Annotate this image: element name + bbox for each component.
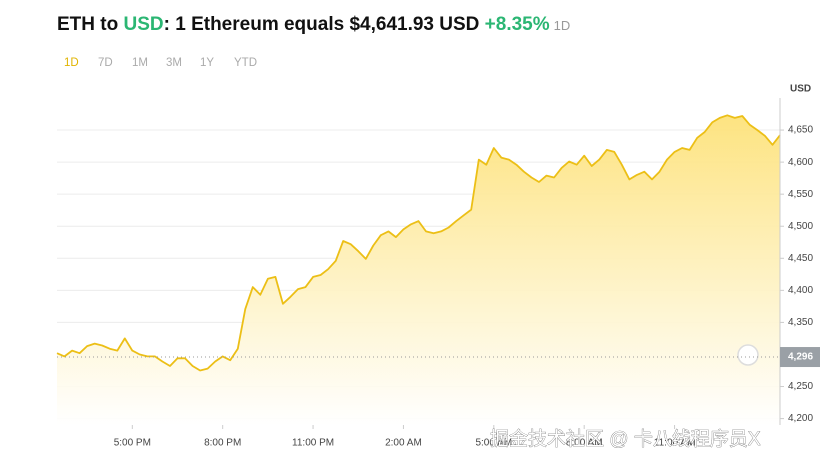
y-tick-label: 4,450 bbox=[788, 253, 813, 264]
period: 1D bbox=[553, 18, 571, 33]
range-button[interactable]: 1D bbox=[64, 57, 79, 69]
header: ETH to USD: 1 Ethereum equals $4,641.93 … bbox=[57, 14, 570, 36]
reference-box bbox=[780, 347, 820, 368]
y-tick-label: 4,400 bbox=[788, 285, 813, 296]
x-tick-label: 11:00 PM bbox=[292, 438, 334, 449]
quote: USD bbox=[123, 14, 164, 35]
y-tick-label: 4,600 bbox=[788, 157, 813, 168]
watermark: 掘金技术社区 @ 卡八线程序员X bbox=[490, 428, 761, 450]
y-tick-label: 4,500 bbox=[788, 221, 813, 232]
x-tick-label: 2:00 AM bbox=[385, 438, 422, 449]
line bbox=[56, 114, 781, 372]
y-tick-label: 4,650 bbox=[788, 125, 813, 136]
x-tick-label: 8:00 PM bbox=[204, 438, 241, 449]
y-tick-label: 4,200 bbox=[788, 413, 813, 424]
to: to bbox=[95, 14, 124, 35]
header-text: : 1 Ethereum equals $4,641.93 USD bbox=[163, 14, 485, 35]
range-button[interactable]: YTD bbox=[234, 57, 257, 69]
area bbox=[57, 115, 780, 426]
base: ETH bbox=[57, 14, 95, 35]
logo bbox=[737, 344, 759, 366]
y-axis-label: USD bbox=[790, 84, 811, 95]
x-tick-label: 5:00 PM bbox=[114, 438, 151, 449]
reference-label: 4,296 bbox=[788, 352, 813, 363]
x-tick-label: 8:00 AM bbox=[566, 438, 603, 449]
plot bbox=[56, 114, 781, 426]
range-button[interactable]: 3M bbox=[166, 57, 182, 69]
x-tick-label: 5:00 AM bbox=[475, 438, 512, 449]
range-button[interactable]: 1M bbox=[132, 57, 148, 69]
change: +8.35% bbox=[484, 14, 550, 35]
range-buttons: 1D 7D 1M 3M 1Y YTD bbox=[57, 57, 261, 69]
x-tick-label: 11:00 AM bbox=[654, 438, 696, 449]
y-tick-label: 4,550 bbox=[788, 189, 813, 200]
y-tick-label: 4,250 bbox=[788, 381, 813, 392]
range-button[interactable]: 7D bbox=[98, 57, 113, 69]
y-tick-label: 4,350 bbox=[788, 317, 813, 328]
range-button[interactable]: 1Y bbox=[200, 57, 215, 69]
